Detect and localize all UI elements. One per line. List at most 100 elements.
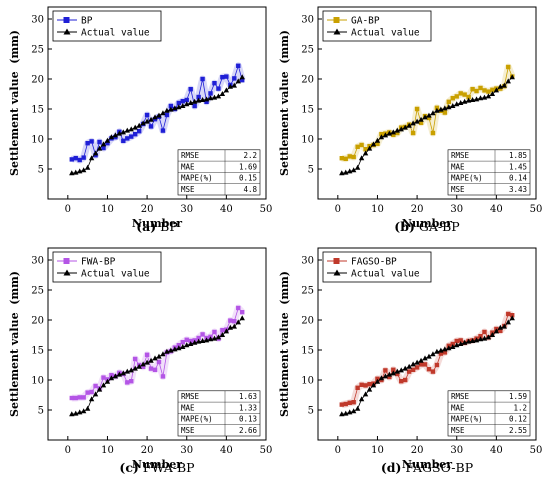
- data-point-square: [506, 311, 511, 317]
- y-tick-label: 15: [31, 346, 44, 357]
- data-point-triangle: [354, 405, 361, 411]
- data-point-square: [180, 99, 185, 104]
- data-point-triangle: [505, 319, 511, 325]
- data-point-triangle: [180, 103, 186, 108]
- metric-name: RMSE: [181, 151, 200, 160]
- x-tick-label: 0: [335, 445, 341, 456]
- data-point-triangle: [390, 129, 397, 135]
- data-point-triangle: [223, 87, 230, 93]
- data-point-square: [355, 385, 360, 390]
- data-point-square: [339, 402, 344, 407]
- data-point-triangle: [120, 370, 127, 376]
- data-point-triangle: [120, 129, 127, 135]
- data-point-square: [478, 85, 483, 91]
- data-point-triangle: [382, 132, 389, 138]
- data-point-triangle: [235, 78, 241, 84]
- data-point-square: [148, 366, 154, 371]
- data-point-square: [418, 120, 424, 125]
- legend-label: FAGSO-BP: [351, 256, 397, 267]
- data-point-square: [450, 96, 455, 101]
- data-point-square: [81, 395, 86, 400]
- y-tick-label: 10: [31, 135, 44, 146]
- data-point-triangle: [410, 361, 416, 367]
- data-point-square: [160, 128, 166, 133]
- data-point-triangle: [195, 338, 202, 344]
- data-point-square: [140, 364, 146, 369]
- y-axis-title: Settlement value (mm): [8, 271, 21, 417]
- metric-value: 0.12: [509, 415, 527, 424]
- data-point-triangle: [390, 370, 397, 376]
- data-point-triangle: [144, 359, 150, 365]
- legend-label: Actual value: [81, 27, 150, 38]
- data-point-triangle: [422, 355, 428, 361]
- panel-caption: (b) GA-BP: [394, 219, 459, 234]
- panel-letter: (c): [119, 460, 138, 475]
- data-point-triangle: [132, 365, 138, 371]
- data-point-triangle: [358, 155, 365, 161]
- y-tick-label: 10: [301, 135, 314, 146]
- data-point-square: [343, 401, 348, 407]
- metric-value: 1.69: [239, 162, 257, 171]
- data-point-square: [121, 138, 126, 143]
- data-point-triangle: [231, 323, 237, 329]
- data-point-triangle: [465, 338, 472, 344]
- data-point-triangle: [350, 408, 357, 414]
- data-point-square: [482, 88, 487, 93]
- y-tick-label: 30: [31, 15, 44, 26]
- metric-name: RMSE: [451, 392, 470, 401]
- x-axis-title: Number: [132, 458, 182, 471]
- metric-value: 0.13: [239, 415, 257, 424]
- legend-marker-triangle: [63, 269, 71, 276]
- data-point-triangle: [422, 114, 428, 120]
- data-point-triangle: [100, 382, 107, 388]
- metric-value: 1.45: [509, 162, 527, 171]
- data-point-square: [414, 106, 420, 112]
- data-point-triangle: [450, 344, 456, 349]
- metric-name: MSE: [451, 185, 465, 194]
- y-tick-label: 5: [38, 165, 44, 176]
- data-point-triangle: [426, 353, 432, 359]
- chart-panel-4: 0 10 20 30 40 50 5 10 15 20 25 30 Number Settlement v…: [278, 247, 542, 475]
- data-point-square: [418, 362, 424, 367]
- metric-value: 0.14: [509, 174, 528, 183]
- data-point-square: [359, 142, 364, 148]
- data-point-square: [101, 145, 106, 151]
- x-tick-label: 30: [450, 445, 463, 456]
- data-point-triangle: [231, 82, 237, 88]
- data-point-triangle: [402, 124, 408, 130]
- x-tick-label: 20: [141, 445, 154, 456]
- data-point-triangle: [180, 344, 186, 349]
- data-point-triangle: [414, 118, 420, 124]
- y-tick-label: 20: [31, 316, 44, 327]
- y-tick-label: 10: [301, 376, 314, 387]
- panel-caption: (a) BP: [136, 219, 178, 234]
- data-point-square: [148, 124, 154, 129]
- data-point-square: [438, 351, 444, 356]
- legend-label: GA-BP: [351, 15, 380, 26]
- data-point-square: [85, 141, 90, 146]
- data-point-square: [228, 318, 233, 323]
- data-point-triangle: [398, 126, 404, 132]
- data-point-square: [73, 395, 78, 401]
- data-point-square: [391, 132, 396, 137]
- legend-label: Actual value: [81, 268, 150, 279]
- data-point-square: [426, 115, 432, 121]
- metric-value: 1.33: [239, 403, 257, 412]
- data-point-square: [69, 395, 74, 401]
- data-point-triangle: [489, 91, 496, 96]
- metric-name: MAPE(%): [451, 174, 483, 183]
- legend-marker-triangle: [63, 28, 71, 35]
- data-point-square: [363, 147, 368, 152]
- data-point-triangle: [366, 386, 373, 392]
- data-point-square: [200, 332, 205, 337]
- data-point-square: [164, 112, 170, 118]
- x-axis-title: Number: [402, 217, 452, 230]
- data-point-square: [85, 390, 90, 395]
- chart-panel-2: 0 10 20 30 40 50 5 10 15 20 25 30 Number Settlement v…: [278, 6, 543, 234]
- x-tick-label: 50: [530, 204, 543, 215]
- data-point-triangle: [350, 167, 357, 173]
- data-point-square: [184, 97, 189, 103]
- series-prediction: [339, 310, 515, 409]
- data-point-square: [125, 380, 130, 385]
- data-point-triangle: [160, 351, 166, 357]
